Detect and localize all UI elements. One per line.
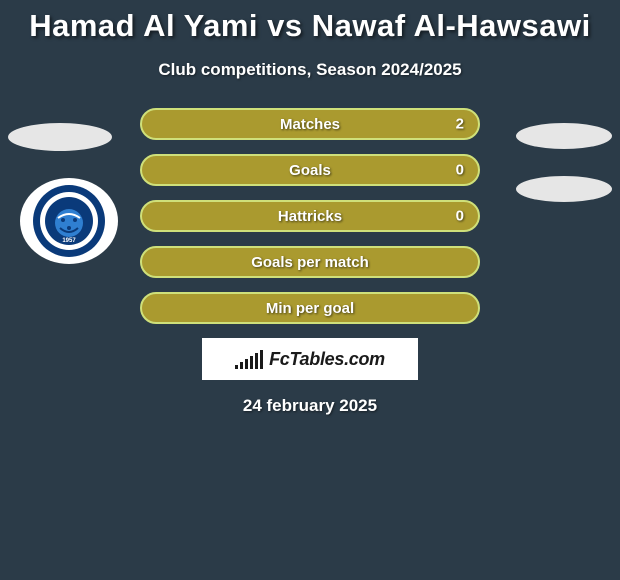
- date-line: 24 february 2025: [0, 396, 620, 416]
- club-badge: 1957: [20, 178, 118, 264]
- metric-pill-goals: Goals 0: [140, 154, 480, 186]
- attribution-box: FcTables.com: [202, 338, 418, 380]
- metric-label: Min per goal: [266, 300, 354, 317]
- metric-label: Matches: [280, 116, 340, 133]
- metric-label: Hattricks: [278, 208, 342, 225]
- right-logo-placeholder-2: [516, 176, 612, 202]
- metric-label: Goals per match: [251, 254, 369, 271]
- subtitle: Club competitions, Season 2024/2025: [0, 60, 620, 80]
- metric-pill-goals-per-match: Goals per match: [140, 246, 480, 278]
- metric-row: Min per goal: [0, 292, 620, 324]
- metric-right-value: 0: [456, 162, 464, 179]
- right-logo-placeholder-1: [516, 123, 612, 149]
- metric-label: Goals: [289, 162, 331, 179]
- badge-year: 1957: [62, 238, 76, 244]
- metric-pill-hattricks: Hattricks 0: [140, 200, 480, 232]
- attribution-text: FcTables.com: [269, 349, 385, 370]
- page-title: Hamad Al Yami vs Nawaf Al-Hawsawi: [0, 0, 620, 44]
- metric-right-value: 2: [456, 116, 464, 133]
- bars-icon: [235, 349, 263, 369]
- metric-pill-matches: Matches 2: [140, 108, 480, 140]
- metric-right-value: 0: [456, 208, 464, 225]
- left-logo-placeholder-1: [8, 123, 112, 151]
- metric-pill-min-per-goal: Min per goal: [140, 292, 480, 324]
- club-badge-icon: 1957: [30, 182, 108, 260]
